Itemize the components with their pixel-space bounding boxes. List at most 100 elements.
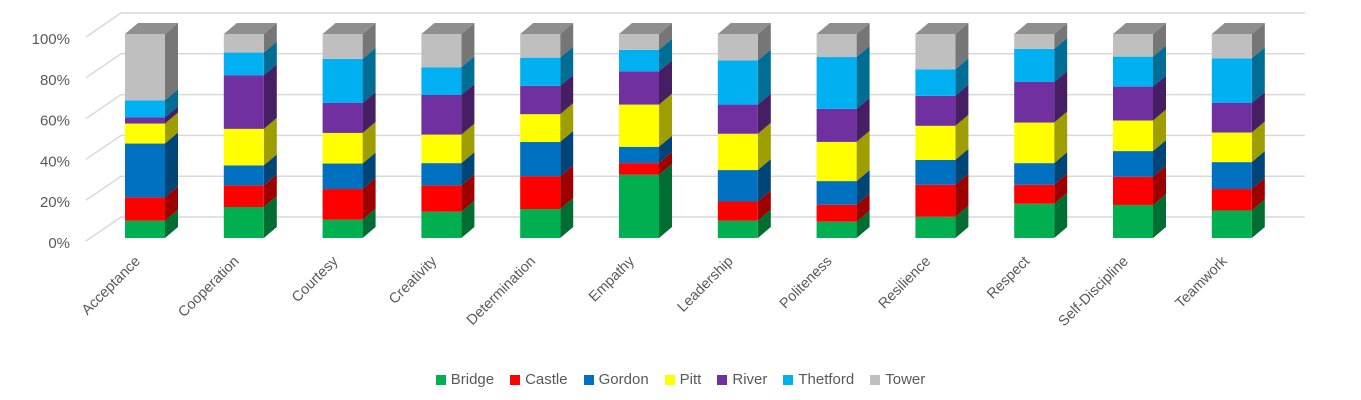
- legend-label: River: [732, 371, 768, 388]
- bar-segment-thetford: [1014, 48, 1055, 82]
- y-tick-label: 40%: [40, 153, 70, 170]
- gridline: [85, 53, 1305, 79]
- bar-segment-gordon: [1014, 163, 1055, 185]
- bar-segment-gordon: [717, 170, 758, 202]
- bar-segment-river: [223, 75, 264, 129]
- bar-segment-pitt: [1014, 122, 1055, 164]
- bar-side-bridge: [955, 205, 969, 238]
- bar-segment-bridge: [1211, 210, 1252, 238]
- bar-segment-river: [717, 104, 758, 134]
- bar-segment-castle: [520, 176, 561, 210]
- bar-side-tower: [165, 23, 178, 101]
- bar-side-castle: [1153, 165, 1166, 205]
- bar-side-gordon: [165, 132, 178, 198]
- bar-top: [1113, 23, 1166, 34]
- bar-side-pitt: [461, 123, 475, 164]
- bar-side-pitt: [955, 114, 969, 160]
- bar-top: [520, 23, 574, 34]
- bar-segment-tower: [1113, 34, 1153, 57]
- bar-side-tower: [955, 23, 969, 70]
- bar-side-castle: [856, 193, 870, 222]
- bar-segment-river: [322, 102, 363, 133]
- bar-side-bridge: [263, 195, 277, 238]
- legend-item-river: River: [717, 371, 767, 388]
- bar-side-tower: [1153, 23, 1166, 57]
- bar-segment-pitt: [322, 132, 363, 164]
- bar-side-thetford: [1153, 45, 1166, 87]
- bar-side-castle: [1054, 173, 1068, 204]
- bar-side-pitt: [659, 93, 672, 147]
- bar-stack-teamwork: [1211, 23, 1265, 238]
- bar-side-thetford: [955, 58, 969, 96]
- bar-side-gordon: [659, 135, 672, 164]
- legend-swatch: [510, 374, 521, 385]
- bar-side-gordon: [560, 130, 574, 177]
- bar-side-thetford: [856, 46, 870, 109]
- legend-item-pitt: Pitt: [664, 371, 701, 388]
- bar-side-thetford: [362, 47, 376, 103]
- legend: Bridge Castle Gordon Pitt River Thetford Tower: [0, 371, 1361, 388]
- bar-segment-thetford: [223, 52, 264, 76]
- x-tick-label: Teamwork: [1173, 253, 1232, 312]
- bar-side-gordon: [362, 152, 376, 190]
- bar-segment-castle: [915, 184, 956, 217]
- legend-swatch: [664, 374, 675, 385]
- legend-label: Tower: [885, 371, 926, 388]
- bar-side-thetford: [1054, 37, 1068, 82]
- bar-segment-pitt: [223, 128, 264, 166]
- bar-segment-tower: [619, 34, 659, 50]
- bar-segment-bridge: [520, 209, 561, 238]
- bar-segment-bridge: [816, 221, 857, 238]
- gridline: [85, 134, 1305, 161]
- bar-segment-bridge: [619, 174, 659, 238]
- bar-side-bridge: [461, 200, 475, 238]
- legend-swatch: [783, 374, 794, 385]
- bars: [125, 23, 1265, 238]
- bar-side-pitt: [165, 112, 178, 144]
- bar-side-castle: [362, 178, 376, 220]
- bar-segment-tower: [322, 34, 363, 59]
- bar-side-tower: [362, 23, 376, 59]
- bar-side-gordon: [1251, 151, 1265, 190]
- bar-stack-resilience: [915, 23, 969, 238]
- legend-swatch: [583, 374, 594, 385]
- bar-segment-river: [520, 85, 561, 115]
- bar-segment-castle: [717, 201, 758, 221]
- bar-stack-leadership: [717, 23, 771, 238]
- bar-segment-tower: [1211, 34, 1252, 59]
- bar-segment-gordon: [1211, 162, 1252, 190]
- bar-side-bridge: [1153, 193, 1166, 238]
- bar-segment-thetford: [915, 69, 956, 96]
- legend-item-thetford: Thetford: [783, 371, 854, 388]
- bar-stack-politeness: [816, 23, 870, 238]
- bar-side-river: [263, 64, 277, 129]
- bar-side-tower: [659, 23, 672, 50]
- bar-stack-cooperation: [223, 23, 277, 238]
- x-tick-label: Resilience: [876, 254, 935, 313]
- y-axis-ticks: 0% 20% 40% 60% 80% 100%: [32, 31, 70, 252]
- bar-side-river: [659, 60, 672, 105]
- bar-segment-river: [1113, 86, 1153, 121]
- bar-stack-acceptance: [125, 23, 178, 238]
- bar-segment-pitt: [520, 114, 561, 142]
- legend-label: Thetford: [798, 371, 855, 388]
- bar-segment-pitt: [125, 123, 165, 144]
- bar-stack-creativity: [421, 23, 475, 238]
- bar-side-pitt: [263, 117, 277, 166]
- bar-segment-tower: [915, 34, 956, 70]
- bar-segment-river: [421, 94, 462, 135]
- bar-segment-castle: [619, 163, 659, 175]
- bar-stack-courtesy: [322, 23, 376, 238]
- bar-segment-river: [125, 117, 165, 124]
- bar-side-river: [856, 97, 870, 142]
- bar-side-river: [560, 74, 574, 115]
- bar-top: [717, 23, 771, 34]
- bar-side-gordon: [955, 148, 969, 185]
- bar-segment-thetford: [1113, 56, 1153, 87]
- bar-side-castle: [1251, 178, 1265, 211]
- bar-side-gordon: [1054, 152, 1068, 185]
- bar-side-gordon: [1153, 140, 1166, 177]
- bar-side-pitt: [362, 121, 376, 164]
- bar-side-castle: [659, 152, 672, 175]
